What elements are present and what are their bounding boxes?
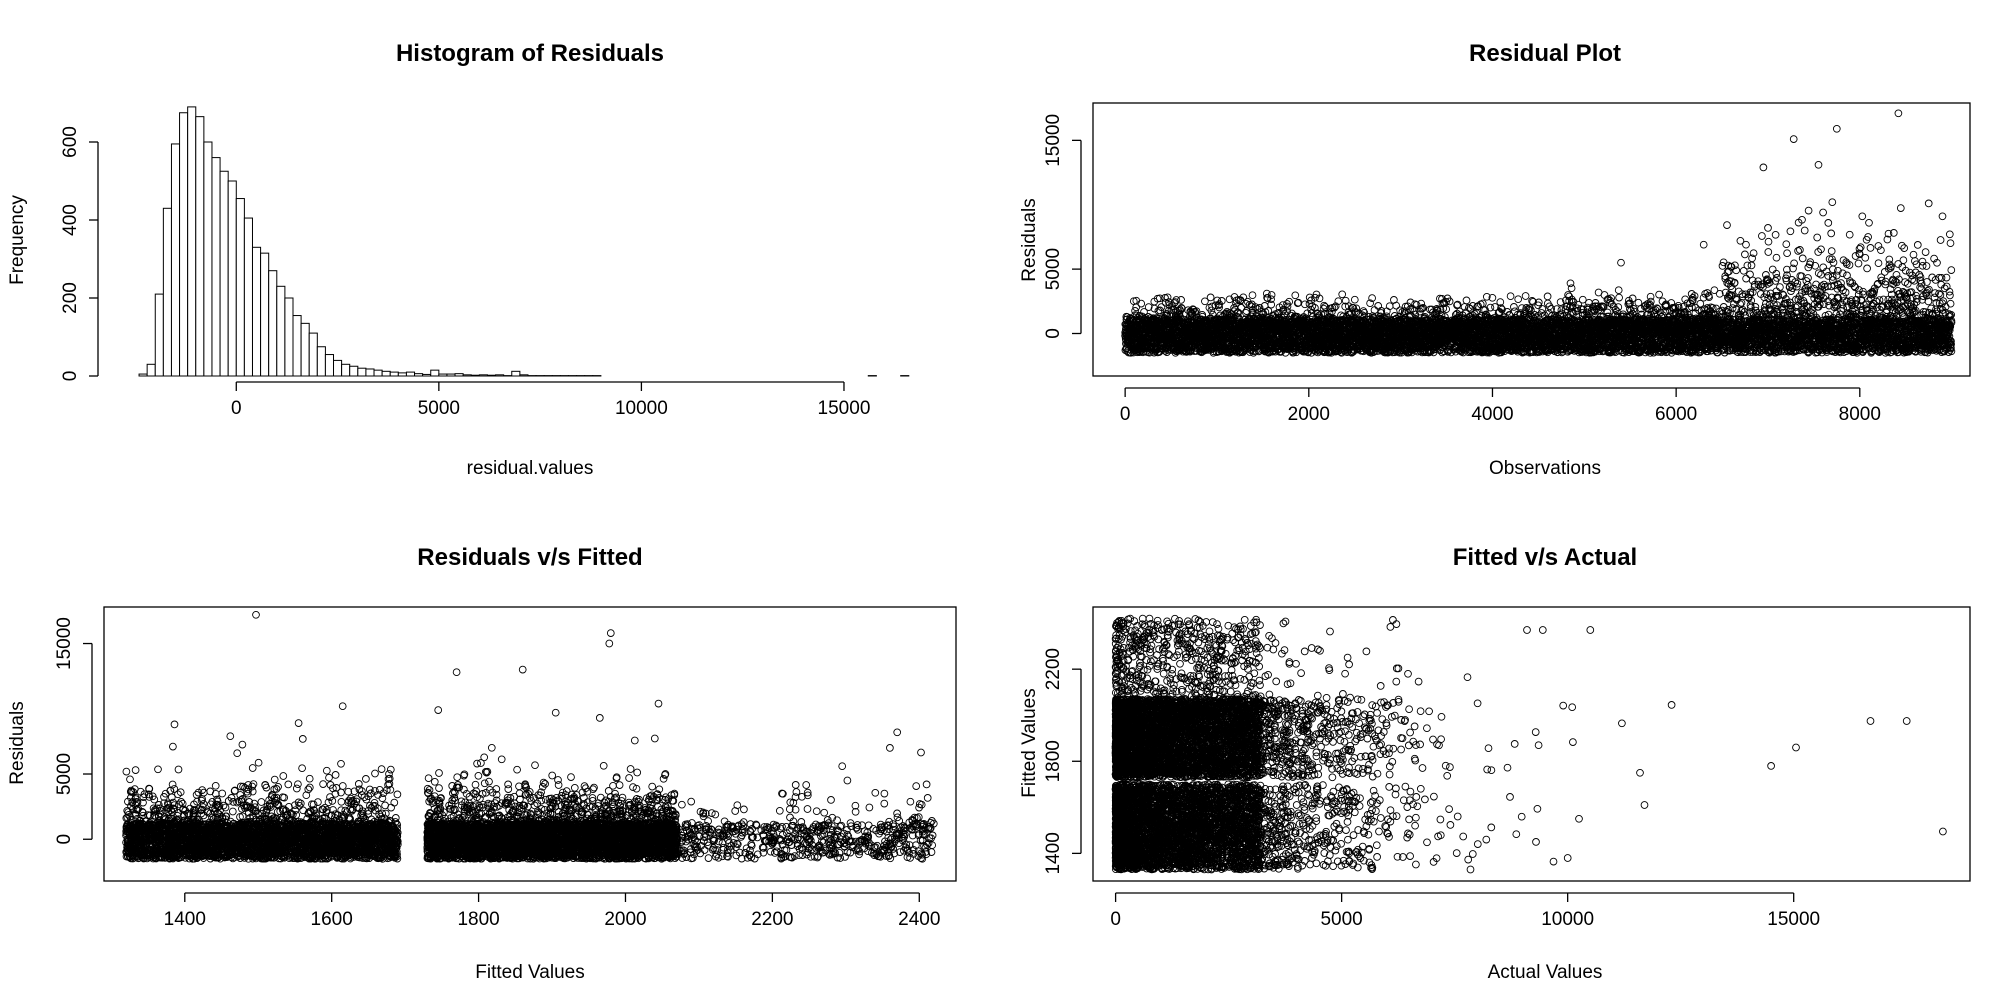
histogram-bar	[138, 373, 148, 377]
histogram-bar	[300, 322, 310, 377]
histogram-panel: Histogram of Residuals residual.values F…	[7, 40, 910, 479]
residual-point	[1514, 295, 1523, 304]
histogram-bar	[357, 367, 367, 377]
histogram-x-label: residual.values	[467, 458, 594, 479]
histogram-bar	[389, 371, 399, 377]
histogram-bar	[511, 370, 521, 377]
histogram-bar	[519, 374, 529, 377]
x-tick-label: 0	[231, 398, 242, 419]
residual-point	[1248, 291, 1257, 300]
histogram-bar	[462, 374, 472, 377]
residual-point	[1350, 295, 1359, 304]
histogram-bar	[268, 270, 278, 377]
x-tick-label: 15000	[818, 398, 871, 419]
histogram-bar	[414, 373, 424, 377]
histogram-bar	[486, 374, 497, 377]
histogram-bar	[478, 374, 488, 377]
histogram-bar	[211, 157, 221, 377]
residual-point	[1462, 296, 1471, 305]
histogram-bar	[154, 293, 164, 377]
histogram-bar	[203, 141, 213, 377]
residual-point	[1206, 293, 1215, 302]
residual-plot-title: Residual Plot	[1469, 40, 1621, 67]
y-tick-label: 600	[60, 126, 81, 158]
residual-plot-panel: Residual Plot Observations Residuals 0 20…	[1019, 40, 1971, 479]
histogram-bar	[251, 246, 262, 377]
histogram-y-axis: 0 200 400 600	[60, 126, 99, 382]
residual-point	[1521, 292, 1530, 300]
histogram-bar	[227, 180, 237, 377]
x-tick-label: 5000	[418, 398, 460, 419]
residual-point	[1291, 291, 1300, 300]
histogram-bar	[195, 116, 205, 377]
histogram-bar	[495, 374, 505, 377]
histogram-bar	[422, 373, 432, 377]
histogram-bar	[381, 370, 391, 377]
histogram-bar	[430, 369, 440, 377]
histogram-x-axis: 0 5000 10000 15000	[231, 381, 871, 419]
residual-point	[1392, 301, 1401, 310]
histogram-bar	[438, 373, 448, 377]
residual-point	[1338, 290, 1347, 299]
histogram-bar	[341, 363, 351, 377]
histogram-bar	[284, 297, 294, 377]
histogram-bars	[138, 106, 910, 377]
histogram-bar	[397, 372, 407, 377]
residual-point	[1510, 303, 1518, 311]
residual-point	[1385, 302, 1394, 311]
histogram-bar	[179, 112, 189, 377]
y-tick-label: 0	[60, 371, 81, 382]
x-tick-label: 10000	[615, 398, 668, 419]
histogram-bar	[349, 365, 359, 377]
histogram-bar	[365, 368, 375, 377]
y-tick-label: 200	[60, 282, 81, 314]
residual-point	[1543, 292, 1552, 301]
residual-plot-points	[1121, 109, 1956, 357]
histogram-bar	[316, 346, 326, 377]
histogram-title: Histogram of Residuals	[396, 40, 664, 67]
histogram-bar	[405, 371, 416, 377]
histogram-bar	[333, 359, 343, 377]
residual-plot-y-label: Residuals	[1019, 198, 1040, 281]
residual-point	[1506, 292, 1515, 301]
histogram-bar	[243, 217, 253, 377]
histogram-bar	[308, 332, 318, 377]
histogram-bar	[470, 374, 480, 377]
histogram-bar	[260, 252, 270, 377]
residual-point	[1370, 306, 1379, 314]
histogram-bar	[454, 373, 464, 377]
residual-plot-x-label: Observations	[1489, 458, 1601, 479]
histogram-bar	[162, 207, 172, 377]
histogram-bar	[276, 285, 286, 377]
residual-point	[1567, 284, 1576, 293]
histogram-bar	[324, 354, 335, 377]
residual-point	[1177, 296, 1185, 304]
histogram-bar	[170, 143, 181, 377]
histogram-bar	[292, 315, 302, 377]
residual-point	[1538, 305, 1547, 313]
residual-point	[1374, 302, 1383, 310]
histogram-bar	[373, 369, 383, 377]
histogram-bar	[187, 106, 197, 377]
histogram-y-label: Frequency	[7, 195, 28, 285]
histogram-bar	[235, 198, 245, 377]
y-tick-label: 400	[60, 204, 81, 236]
histogram-bar	[219, 170, 229, 377]
histogram-bar	[446, 373, 456, 377]
residual-point	[1417, 299, 1426, 308]
histogram-bar	[146, 363, 156, 377]
